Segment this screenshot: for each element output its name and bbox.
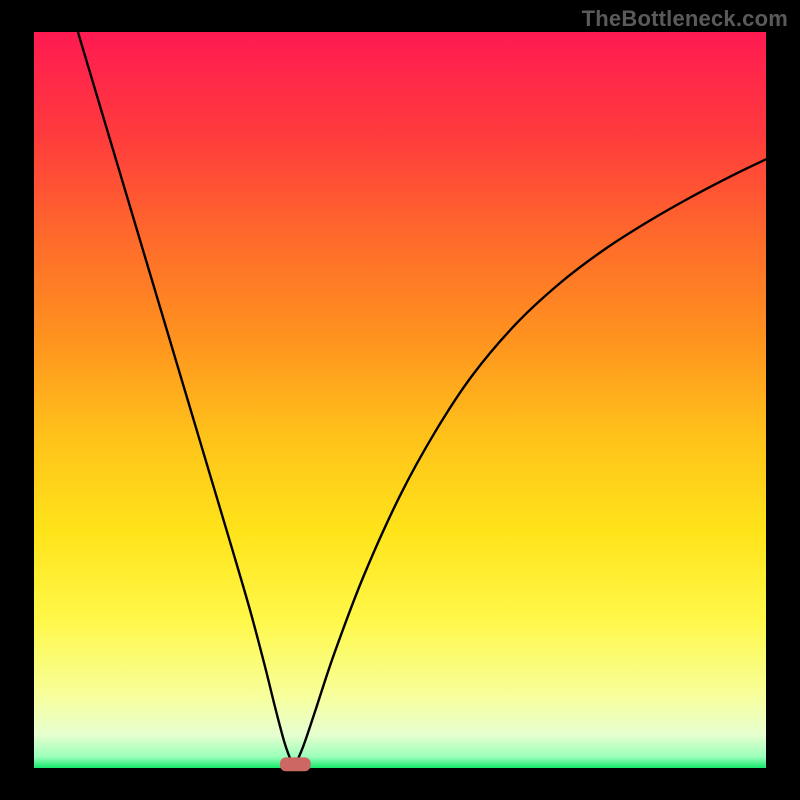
bottleneck-chart — [0, 0, 800, 800]
plot-background — [34, 32, 766, 768]
chart-container: TheBottleneck.com — [0, 0, 800, 800]
watermark-text: TheBottleneck.com — [582, 6, 788, 32]
minimum-marker — [280, 757, 311, 771]
